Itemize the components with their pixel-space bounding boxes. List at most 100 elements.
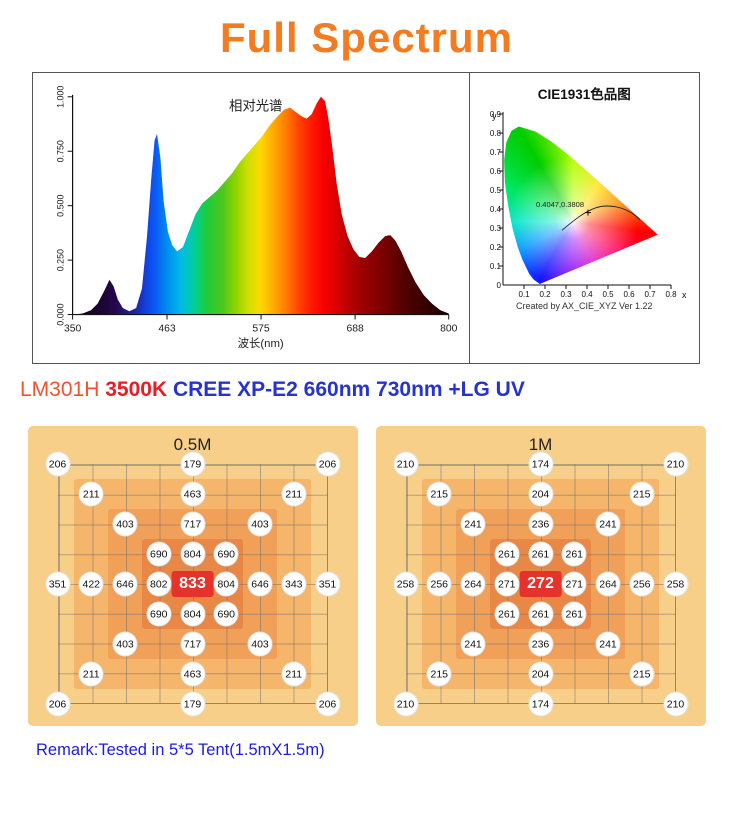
led-spec-line: LM301H 3500K CREE XP-E2 660nm 730nm +LG …: [20, 378, 733, 402]
ppfd-value: 717: [180, 511, 205, 537]
svg-text:0.750: 0.750: [56, 140, 66, 162]
ppfd-center-value: 833: [171, 571, 214, 597]
ppfd-value: 351: [315, 571, 340, 597]
spectrum-tick-marks: [67, 96, 450, 320]
ppfd-value: 804: [213, 571, 239, 597]
ppfd-value: 210: [393, 451, 418, 477]
ppfd-maps-row: 0.5M 206 179 206 211 463 211 403 717 403 690 804 69…: [0, 426, 733, 726]
ppfd-value: 802: [146, 571, 172, 597]
ppfd-value: 261: [528, 601, 553, 627]
ppfd-value: 271: [494, 571, 520, 597]
cie-tick-label: 0.5: [490, 186, 502, 195]
ppfd-value: 211: [78, 661, 104, 687]
ppfd-map-1m: 1M 210 174 210 215 204 215 241 236 241 261 261 261 2…: [375, 426, 706, 726]
svg-text:1.000: 1.000: [56, 86, 66, 108]
spectrum-chart: 相对光谱: [56, 86, 458, 351]
cie-tick-label: 0.2: [490, 243, 502, 252]
cie-point-marker: [585, 209, 592, 216]
ppfd-value: 351: [45, 571, 70, 597]
ppfd-value: 261: [528, 541, 553, 567]
cie-tick-label: 0.7: [490, 148, 502, 157]
ppfd-value: 646: [112, 571, 138, 597]
svg-text:0.500: 0.500: [56, 195, 66, 217]
ppfd-value: 403: [112, 511, 138, 537]
ppfd-value: 256: [629, 571, 655, 597]
cie-title: CIE1931色品图: [537, 87, 631, 102]
ppfd-value: 206: [45, 451, 70, 477]
ppfd-value: 241: [595, 631, 621, 657]
spectrum-y-tick-labels: 1.000 0.750 0.500 0.250 0.000: [56, 86, 66, 326]
ppfd-value: 804: [180, 601, 205, 627]
cie-y-axis-letter: y: [492, 111, 497, 121]
cie-panel: CIE1931色品图 y x 0.4047,0.3808 0: [469, 72, 700, 364]
ppfd-grid: 206 179 206 211 463 211 403 717 403 690 804 690 351 4…: [45, 451, 340, 717]
ppfd-value: 403: [247, 511, 273, 537]
ppfd-value: 211: [281, 661, 307, 687]
cie-tick-label: 0.4: [490, 205, 502, 214]
color-temperature: 3500K: [105, 378, 168, 401]
ppfd-value: 264: [460, 571, 486, 597]
ppfd-value: 206: [45, 691, 70, 717]
ppfd-value: 646: [247, 571, 273, 597]
cie-tick-label: 0.4: [582, 290, 594, 299]
remark-text: Remark:Tested in 5*5 Tent(1.5mX1.5m): [36, 741, 325, 759]
ppfd-value: 258: [663, 571, 688, 597]
ppfd-value: 210: [663, 451, 688, 477]
cie-tick-label: 0.2: [540, 290, 552, 299]
cie-tick-label: 0.6: [490, 167, 502, 176]
cie-tick-label: 0.1: [519, 290, 531, 299]
ppfd-value: 174: [528, 451, 553, 477]
ppfd-value: 210: [393, 691, 418, 717]
ppfd-value: 236: [528, 511, 553, 537]
ppfd-value: 261: [561, 541, 587, 567]
ppfd-value: 241: [595, 511, 621, 537]
ppfd-value: 261: [494, 601, 520, 627]
ppfd-value: 717: [180, 631, 205, 657]
ppfd-value: 204: [528, 661, 553, 687]
ppfd-grid: 210 174 210 215 204 215 241 236 241 261 261 261 258 2…: [393, 451, 688, 717]
ppfd-center-value: 272: [519, 571, 562, 597]
cie-tick-label: 0: [497, 281, 502, 290]
svg-text:688: 688: [346, 323, 364, 334]
ppfd-value: 804: [180, 541, 205, 567]
ppfd-value: 256: [426, 571, 452, 597]
cie-point-label: 0.4047,0.3808: [536, 200, 584, 209]
ppfd-value: 258: [393, 571, 418, 597]
spectrum-chart-title: 相对光谱: [229, 99, 282, 114]
spectrum-panel: 相对光谱: [32, 72, 470, 364]
ppfd-value: 463: [180, 481, 205, 507]
ppfd-value: 204: [528, 481, 553, 507]
ppfd-map-0-5m: 0.5M 206 179 206 211 463 211 403 717 403 690 804 69…: [27, 426, 358, 726]
ppfd-value: 690: [213, 541, 239, 567]
cie-tick-label: 0.3: [490, 224, 502, 233]
led-spec-detail: CREE XP-E2 660nm 730nm +LG UV: [172, 378, 525, 401]
cie-tick-label: 0.8: [490, 129, 502, 138]
ppfd-value: 215: [426, 661, 452, 687]
cie-x-axis-letter: x: [682, 290, 687, 300]
page-title: Full Spectrum: [219, 14, 514, 61]
svg-text:350: 350: [64, 323, 82, 334]
ppfd-value: 215: [629, 481, 655, 507]
ppfd-value: 215: [629, 661, 655, 687]
cie-overlay: y x 0.4047,0.3808 0.1 0.2 0.3 0.4 0.5 0.6 0.7 0…: [490, 110, 687, 300]
ppfd-value: 690: [146, 601, 172, 627]
cie-tick-label: 0.7: [645, 290, 657, 299]
svg-text:800: 800: [440, 323, 458, 334]
ppfd-value: 211: [78, 481, 104, 507]
ppfd-value: 271: [561, 571, 587, 597]
spectrum-x-axis-label: 波长(nm): [238, 337, 284, 350]
ppfd-value: 403: [247, 631, 273, 657]
ppfd-map-title: 0.5M: [173, 435, 212, 454]
ppfd-value: 206: [315, 451, 340, 477]
svg-text:575: 575: [252, 323, 270, 334]
svg-text:463: 463: [158, 323, 176, 334]
cie-diagram: y x 0.4047,0.3808 0.1 0.2 0.3 0.4 0.5 0.6 0.7 0…: [470, 105, 698, 305]
ppfd-value: 463: [180, 661, 205, 687]
ppfd-value: 264: [595, 571, 621, 597]
ppfd-value: 690: [213, 601, 239, 627]
cie-axes: [502, 112, 672, 286]
ppfd-value: 211: [281, 481, 307, 507]
ppfd-value: 210: [663, 691, 688, 717]
spectrum-x-tick-labels: 350 463 575 688 800: [64, 323, 458, 334]
ppfd-value: 261: [561, 601, 587, 627]
